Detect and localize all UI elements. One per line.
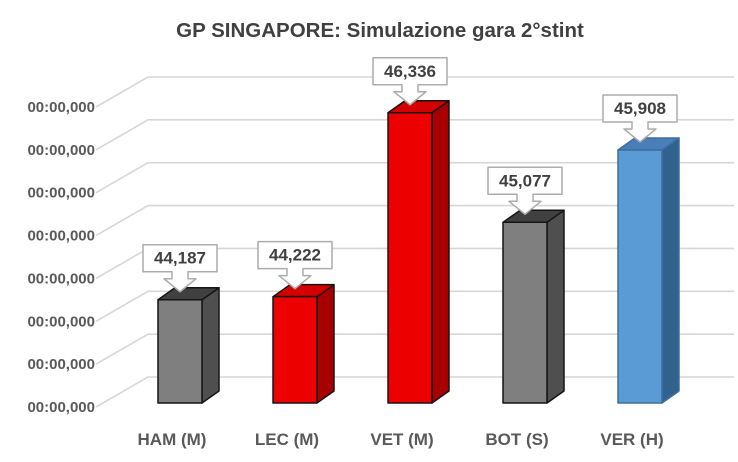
callout-bubble <box>257 240 333 290</box>
callout-value: 45,908 <box>614 99 666 118</box>
bar-bot-s <box>502 209 565 404</box>
data-label-callouts: 44,187 44,222 46,336 45,077 45,908 <box>142 57 678 293</box>
data-callout: 45,077 <box>487 166 563 216</box>
bar-side-face <box>316 283 335 404</box>
y-tick-label: 00:00,000 <box>27 270 95 287</box>
grid-line <box>95 76 734 108</box>
bar-front-face <box>387 112 433 404</box>
bar-side-face <box>201 286 220 404</box>
bar-side-face <box>546 209 565 404</box>
callout-bubble <box>602 94 678 143</box>
callout-value: 46,336 <box>384 62 436 81</box>
grid-line <box>95 204 734 237</box>
callout-bubble <box>487 166 563 216</box>
data-callout: 46,336 <box>372 57 448 106</box>
bar-front-face <box>157 298 203 404</box>
callout-bubble <box>372 57 448 106</box>
bar-front-face <box>502 221 548 404</box>
grid-line <box>95 119 734 151</box>
bar-lec-m <box>272 283 335 404</box>
callout-value: 44,222 <box>269 246 321 265</box>
bar-vet-m <box>387 100 450 404</box>
bar-front-face <box>272 295 318 404</box>
bar-ham-m <box>157 286 220 404</box>
bars <box>157 100 680 404</box>
data-callout: 44,222 <box>257 240 333 290</box>
bar-side-face <box>431 100 450 404</box>
bar-front-face <box>617 149 663 404</box>
bar-side-face <box>661 137 680 404</box>
data-callout: 44,187 <box>142 243 218 293</box>
y-tick-label: 00:00,000 <box>27 185 95 202</box>
x-axis-label: BOT (S) <box>485 430 548 449</box>
y-tick-label: 00:00,000 <box>27 313 95 330</box>
y-tick-label: 00:00,000 <box>27 99 95 116</box>
callout-value: 45,077 <box>499 171 551 190</box>
callout-value: 44,187 <box>154 249 206 268</box>
x-axis-label: VET (M) <box>370 430 433 449</box>
y-tick-label: 00:00,000 <box>27 228 95 245</box>
x-axis-label: HAM (M) <box>138 430 207 449</box>
bar-ver-h <box>617 137 680 404</box>
chart-title: GP SINGAPORE: Simulazione gara 2°stint <box>176 19 584 42</box>
data-callout: 45,908 <box>602 94 678 143</box>
y-tick-label: 00:00,000 <box>27 142 95 159</box>
x-axis-label: VER (H) <box>600 430 663 449</box>
x-axis-category-labels: HAM (M) LEC (M) VET (M) BOT (S) VER (H) <box>138 430 664 449</box>
y-axis-tick-labels: 00:00,000 00:00,000 00:00,000 00:00,000 00:0… <box>27 99 95 416</box>
grid-line <box>95 161 734 194</box>
y-tick-label: 00:00,000 <box>27 399 95 416</box>
y-tick-label: 00:00,000 <box>27 356 95 373</box>
x-axis-label: LEC (M) <box>255 430 319 449</box>
callout-bubble <box>142 243 218 293</box>
